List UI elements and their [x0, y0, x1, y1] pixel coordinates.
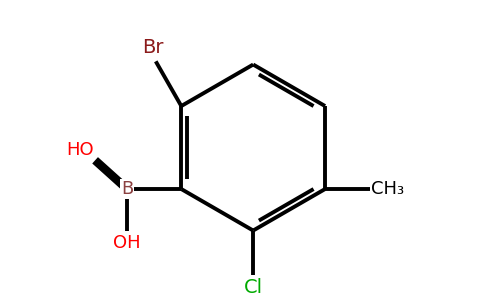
Text: B: B	[121, 180, 133, 198]
Text: Br: Br	[142, 38, 163, 57]
Text: CH₃: CH₃	[371, 180, 405, 198]
Text: Cl: Cl	[243, 278, 263, 297]
Text: OH: OH	[113, 234, 141, 252]
Text: HO: HO	[66, 141, 93, 159]
